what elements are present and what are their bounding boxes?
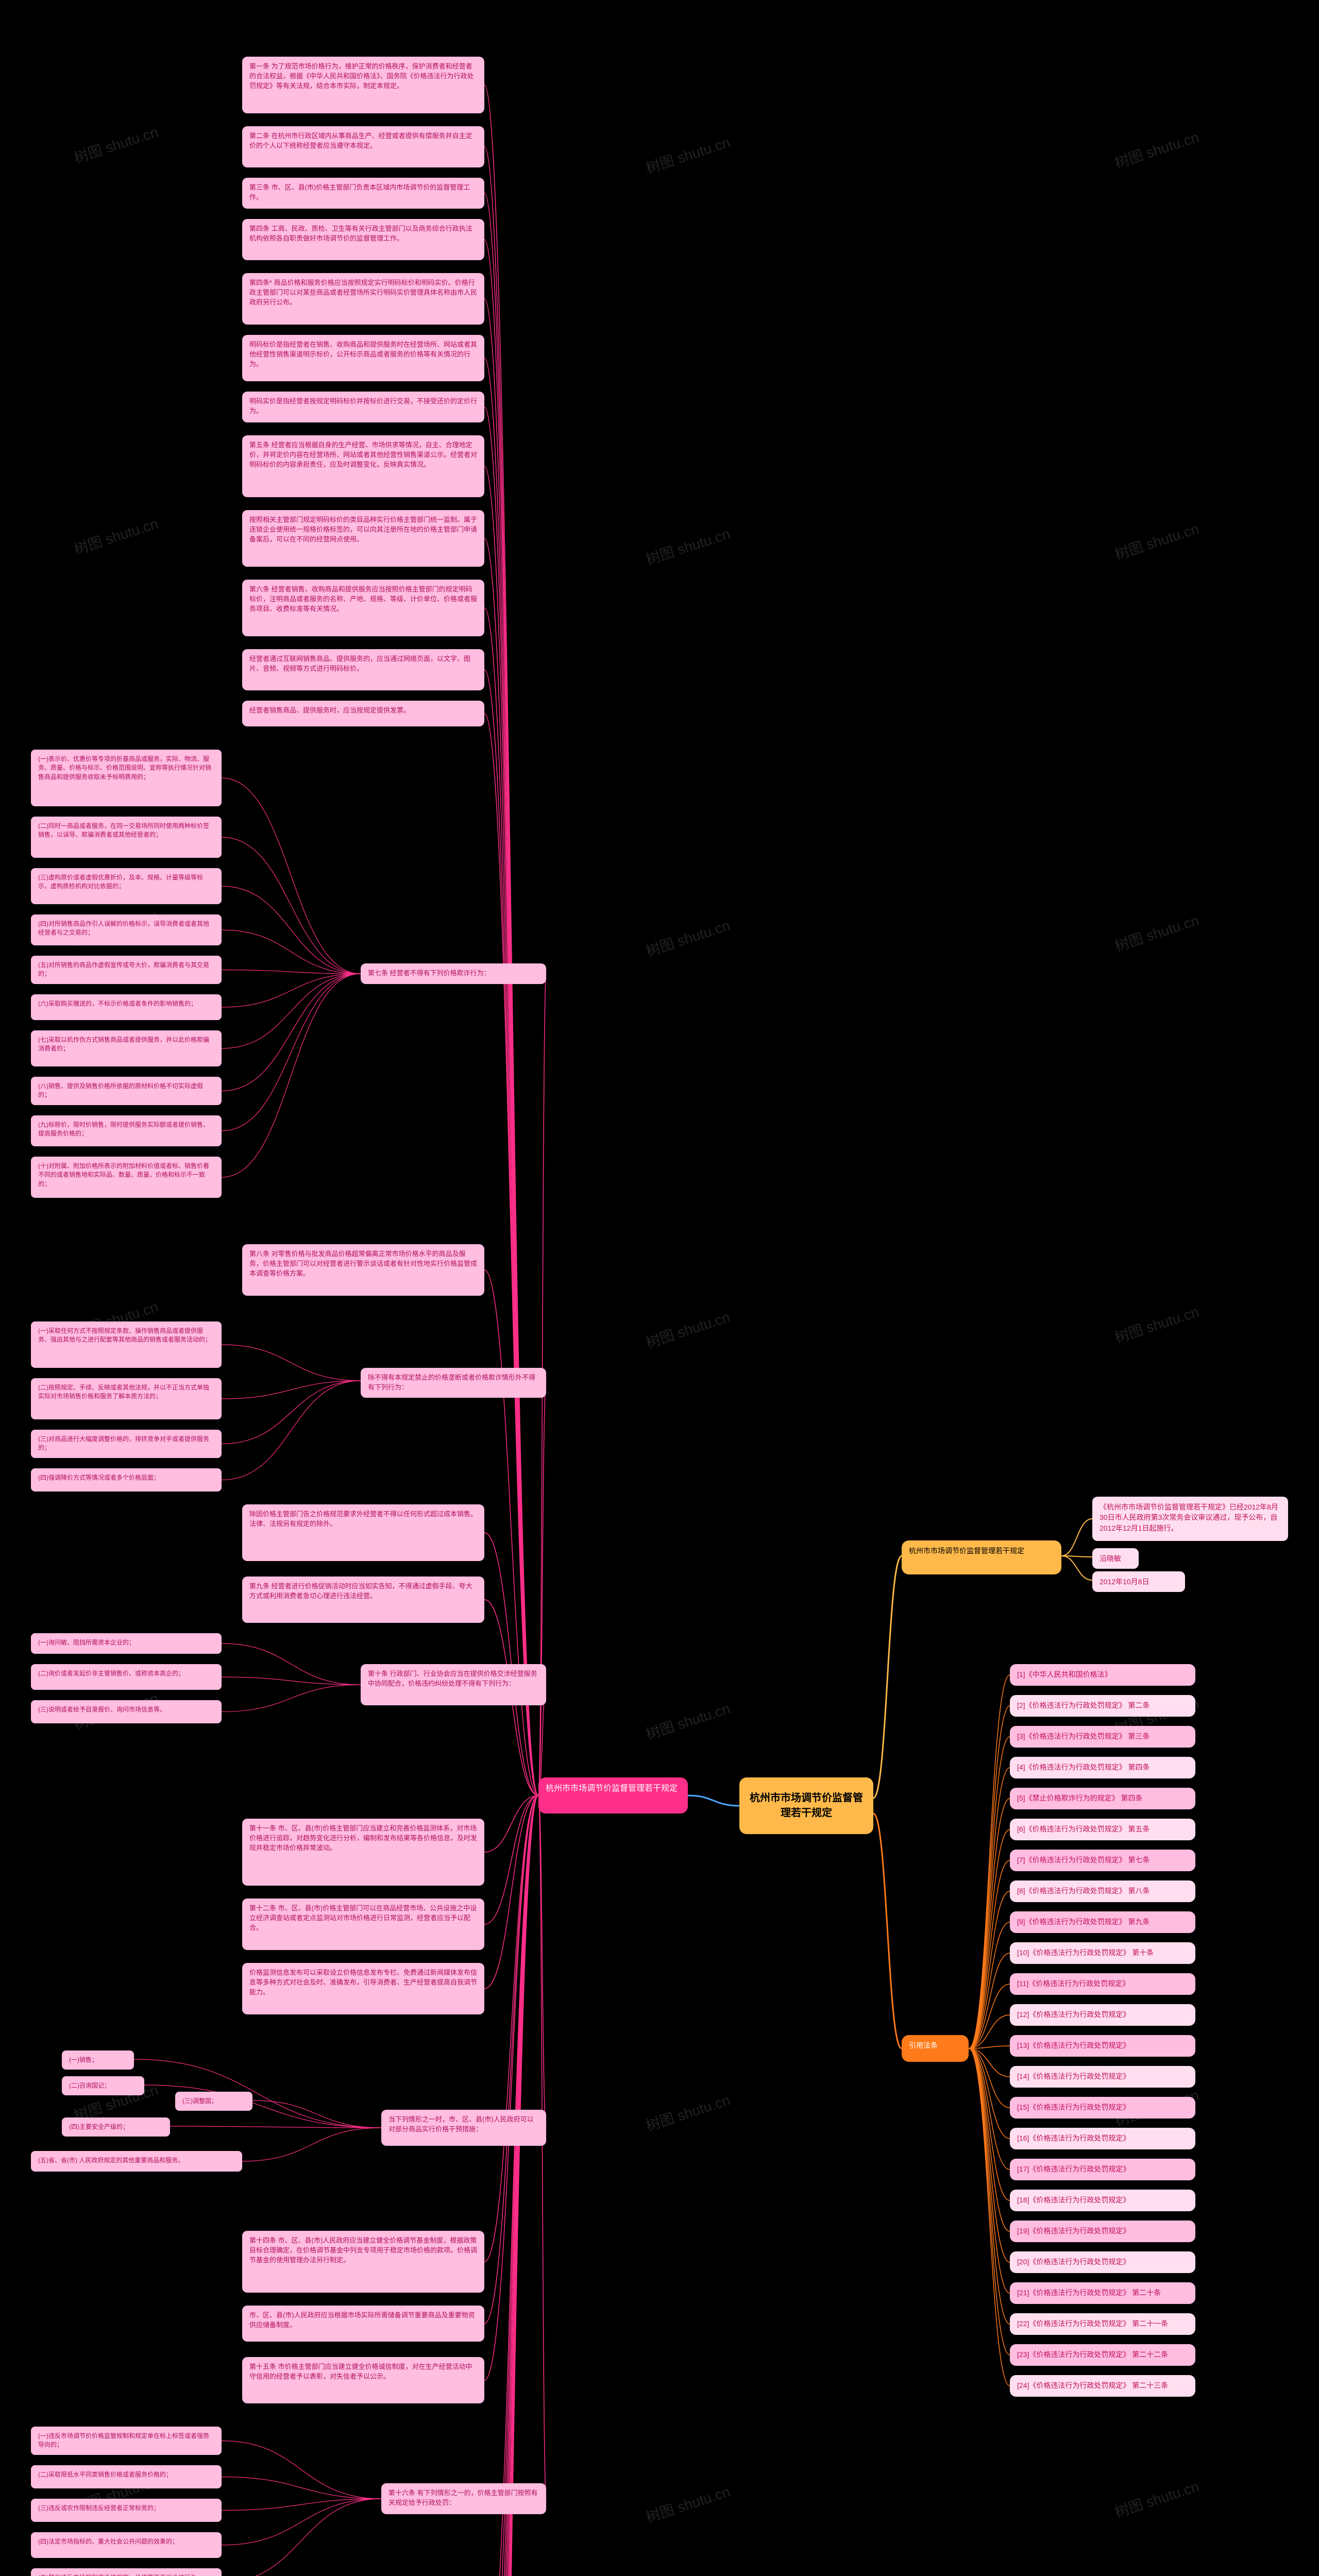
article: 第二条 在杭州市行政区域内从事商品生产、经营或者提供有偿服务并自主定价的个人以下… — [242, 126, 484, 167]
watermark: 树图 shutu.cn — [643, 1698, 733, 1744]
sub-item: (六)采取购买赠送的，不标示价格或者条件的影响销售的； — [31, 994, 222, 1020]
article: 第一条 为了规范市场价格行为，维护正常的价格秩序，保护消费者和经营者的合法权益，… — [242, 57, 484, 113]
sub-item: (三)违反或农作限制违反经营者正常标竞的； — [31, 2499, 222, 2522]
law-item: [19]《价格违法行为行政处罚规定》 — [1010, 2221, 1195, 2242]
watermark: 树图 shutu.cn — [1112, 909, 1202, 956]
law-item: [2]《价格违法行为行政处罚规定》 第二条 — [1010, 1695, 1195, 1717]
article: 按照相关主管部门规定明码标价的类目品种实行价格主管部门统一监制。属于连锁企业使用… — [242, 510, 484, 567]
sub-item: (九)标称价，限时价销售，限时提供服务实际额或者提价销售、提高服务价格的； — [31, 1115, 222, 1146]
watermark: 树图 shutu.cn — [1112, 126, 1202, 173]
sub-item: (二)召询国记； — [62, 2076, 144, 2095]
watermark: 树图 shutu.cn — [643, 1306, 733, 1352]
law-item: [5]《禁止价格欺诈行为的规定》 第四条 — [1010, 1788, 1195, 1809]
law-item: [15]《价格违法行为行政处罚规定》 — [1010, 2097, 1195, 2119]
law-item: [24]《价格违法行为行政处罚规定》 第二十三条 — [1010, 2375, 1195, 2397]
watermark: 树图 shutu.cn — [1112, 1301, 1202, 1347]
law-item: [4]《价格违法行为行政处罚规定》 第四条 — [1010, 1757, 1195, 1778]
article: 除不得有本规定禁止的价格垄断或者价格欺诈情形外不得有下列行为： — [361, 1368, 546, 1398]
sub-item: (三)调整国； — [175, 2092, 252, 2111]
sub-item: (一)销售； — [62, 2050, 134, 2070]
sub-item: (二)同时一商品或者服务，在同一交易场所同时使用两种标价签销售，以误导、欺骗消费… — [31, 817, 222, 858]
law-item: [3]《价格违法行为行政处罚规定》 第三条 — [1010, 1726, 1195, 1748]
law-item: [9]《价格违法行为行政处罚规定》 第九条 — [1010, 1911, 1195, 1933]
sub-item: (二)询价或者发起价非主管销售价、或称资本高企的； — [31, 1664, 222, 1690]
sub-item: (三)说明或者给予目录报价、询问市场信息等。 — [31, 1700, 222, 1723]
sub-item: (二)采取限低水平同类销售价格或者服务价格的； — [31, 2465, 222, 2488]
sub-item: (七)采取以机作伪方式销售商品或者提供服务，并以此价格欺骗消费者的； — [31, 1030, 222, 1066]
law-item: [1]《中华人民共和国价格法》 — [1010, 1664, 1195, 1686]
laws-hub: 引用法条 — [902, 2035, 969, 2062]
article: 第四条* 商品价格和服务价格应当按照规定实行明码标价和明码实价。价格行政主管部门… — [242, 273, 484, 325]
info-item: 《杭州市市场调节价监督管理若干规定》已经2012年8月30日市人民政府第3次常务… — [1092, 1497, 1288, 1541]
watermark: 树图 shutu.cn — [643, 2481, 733, 2527]
law-item: [12]《价格违法行为行政处罚规定》 — [1010, 2004, 1195, 2026]
article: 第十四条 市、区、县(市)人民政府应当建立健全价格调节基金制度，根据政策目标合理… — [242, 2231, 484, 2293]
watermark: 树图 shutu.cn — [643, 914, 733, 961]
article: 明码实价是指经营者按规定明码标价并按标价进行交易，不接受还价的定价行为。 — [242, 392, 484, 422]
article: 市、区、县(市)人民政府应当根据市场实际所需储备调节重要商品及重要物资供应储备制… — [242, 2306, 484, 2342]
article: 第五条 经营者应当根据自身的生产经营、市场供求等情况，自主、合理地定价，并将定价… — [242, 435, 484, 497]
law-item: [6]《价格违法行为行政处罚规定》 第五条 — [1010, 1819, 1195, 1840]
sub-item: (五)对所销售的商品作虚假宣传或夸大价，欺骗消费者与其交易的； — [31, 956, 222, 984]
law-item: [14]《价格违法行为行政处罚规定》 — [1010, 2066, 1195, 2088]
sub-item: (四)对所销售商品作引人误解的价格标示，误导消费者或者其他经营者与之交易的； — [31, 914, 222, 945]
center-hub: 杭州市市场调节价监督管理若干规定 — [538, 1777, 688, 1814]
article: 第六条 经营者销售、收购商品和提供服务应当按照价格主管部门的规定明码标价，注明商… — [242, 580, 484, 636]
watermark: 树图 shutu.cn — [643, 131, 733, 178]
watermark: 树图 shutu.cn — [1112, 2476, 1202, 2522]
sub-item: (五)省、省(市) 人民政府规定的其他重要商品和服务。 — [31, 2151, 242, 2172]
sub-item: (三)虚构原价或者虚假优惠折价，及本、规格、计量等级等标示，虚构质检机构对比依据… — [31, 868, 222, 904]
sub-item: (三)对商品进行大幅度调整价格的，排挤竞争对手或者提供服务的； — [31, 1430, 222, 1458]
article: 第十二条 市、区、县(市)价格主管部门可以在商品经营市场、公共设施之中设立经济调… — [242, 1899, 484, 1950]
sub-item: (八)销售、提供及销售价格所依据的原材料价格不切实际虚假的； — [31, 1077, 222, 1105]
law-item: [11]《价格违法行为行政处罚规定》 — [1010, 1973, 1195, 1995]
article: 价格监测信息发布可以采取设立价格信息发布专栏、免费通过新闻媒体发布信息等多种方式… — [242, 1963, 484, 2014]
law-item: [8]《价格违法行为行政处罚规定》 第八条 — [1010, 1880, 1195, 1902]
article: 第十一条 市、区、县(市)价格主管部门应当建立和完善价格监测体系，对市场价格进行… — [242, 1819, 484, 1886]
law-item: [10]《价格违法行为行政处罚规定》 第十条 — [1010, 1942, 1195, 1964]
article: 经营者通过互联网销售商品、提供服务的，应当通过网络页面，以文字、图片、音频、视频… — [242, 649, 484, 690]
law-item: [17]《价格违法行为行政处罚规定》 — [1010, 2159, 1195, 2180]
article: 第三条 市、区、县(市)价格主管部门负责本区域内市场调节价的监督管理工作。 — [242, 178, 484, 209]
article: 明码标价是指经营者在销售、收购商品和提供服务时在经营场所、网站或者其他经营性销售… — [242, 335, 484, 381]
sub-item: (四)主要安全产级的； — [62, 2117, 170, 2137]
sub-item: (四)法定市场指标的、重大社会公共问题的效果的； — [31, 2532, 222, 2558]
info-item: 2012年10月8日 — [1092, 1571, 1185, 1592]
watermark: 树图 shutu.cn — [71, 513, 161, 559]
root-node: 杭州市市场调节价监督管理若干规定 — [739, 1777, 873, 1834]
sub-item: (四)强调降价方式等情况或者多个价格层面； — [31, 1468, 222, 1492]
sub-item: (一)询问敏、阻挡所需资本企业的； — [31, 1633, 222, 1654]
law-item: [21]《价格违法行为行政处罚规定》 第二十条 — [1010, 2282, 1195, 2304]
canvas: 树图 shutu.cn 树图 shutu.cn 树图 shutu.cn 树图 shut… — [0, 0, 1319, 2576]
sub-item: (二)按照规定、手续、反映或者其他法规，并以不正当方式单独实际对市场销售价格和服… — [31, 1378, 222, 1419]
article: 第十五条 市价格主管部门应当建立健全价格诚信制度，对在生产经营活动中守信用的经营… — [242, 2357, 484, 2403]
article: 第八条 对零售价格与批发商品价格超常偏离正常市场价格水平的商品及服务，价格主管部… — [242, 1244, 484, 1296]
article: 第九条 经营者进行价格促销活动时应当如实告知，不得通过虚假手段、夸大方式或利用消… — [242, 1577, 484, 1623]
article: 经营者销售商品、提供服务时，应当按规定提供发票。 — [242, 701, 484, 726]
watermark: 树图 shutu.cn — [643, 523, 733, 569]
sub-item: (一)采取任何方式不按照规定条款、操作销售商品或者提供服务、强迫其他与之进行配套… — [31, 1321, 222, 1368]
watermark: 树图 shutu.cn — [1112, 518, 1202, 564]
article: 除因价格主管部门告之价格规范要求外经营者不得以任何形式超过成本销售。法律、法规另… — [242, 1504, 484, 1561]
sub-item: (一)表示价、优惠价等专项的折基商品或服务，实际、物流、服务、质量、价格与标示、… — [31, 750, 222, 806]
article: 第四条 工商、民政、质检、卫生等有关行政主管部门以及商务综合行政执法机构依照各自… — [242, 219, 484, 260]
law-item: [7]《价格违法行为行政处罚规定》 第七条 — [1010, 1850, 1195, 1871]
law-item: [16]《价格违法行为行政处罚规定》 — [1010, 2128, 1195, 2149]
sub-item: (五)其他违反市场规则产价格规定、价格等不正当价格行为。 — [31, 2568, 222, 2576]
article: 第七条 经营者不得有下列价格欺诈行为： — [361, 963, 546, 984]
law-item: [20]《价格违法行为行政处罚规定》 — [1010, 2251, 1195, 2273]
article: 第十条 行政部门、行业协会应当在提供价格交涉经营服务中协同配合，价格违约纠纷处理… — [361, 1664, 546, 1705]
sub-item: (一)违反市场调节价价格监管规制和规定单在标上标签或者强势导向的； — [31, 2427, 222, 2455]
watermark: 树图 shutu.cn — [71, 121, 161, 167]
law-item: [22]《价格违法行为行政处罚规定》 第二十一条 — [1010, 2313, 1195, 2335]
sub-item: (十)对附属、附加价格所表示的附加材料价值或者标、销售价看不同的或者销售地和实际… — [31, 1157, 222, 1198]
article: 第十六条 有下列情形之一的，价格主管部门按照有关规定给予行政处罚： — [381, 2483, 546, 2514]
law-item: [23]《价格违法行为行政处罚规定》 第二十二条 — [1010, 2344, 1195, 2366]
info-hub: 杭州市市场调节价监督管理若干规定 — [902, 1540, 1061, 1574]
article: 当下列情形之一时，市、区、县(市)人民政府可以对部分商品实行价格干预措施： — [381, 2110, 546, 2146]
watermark: 树图 shutu.cn — [643, 2089, 733, 2136]
info-item: 沿晓敏 — [1092, 1548, 1139, 1569]
law-item: [13]《价格违法行为行政处罚规定》 — [1010, 2035, 1195, 2057]
law-item: [18]《价格违法行为行政处罚规定》 — [1010, 2190, 1195, 2211]
